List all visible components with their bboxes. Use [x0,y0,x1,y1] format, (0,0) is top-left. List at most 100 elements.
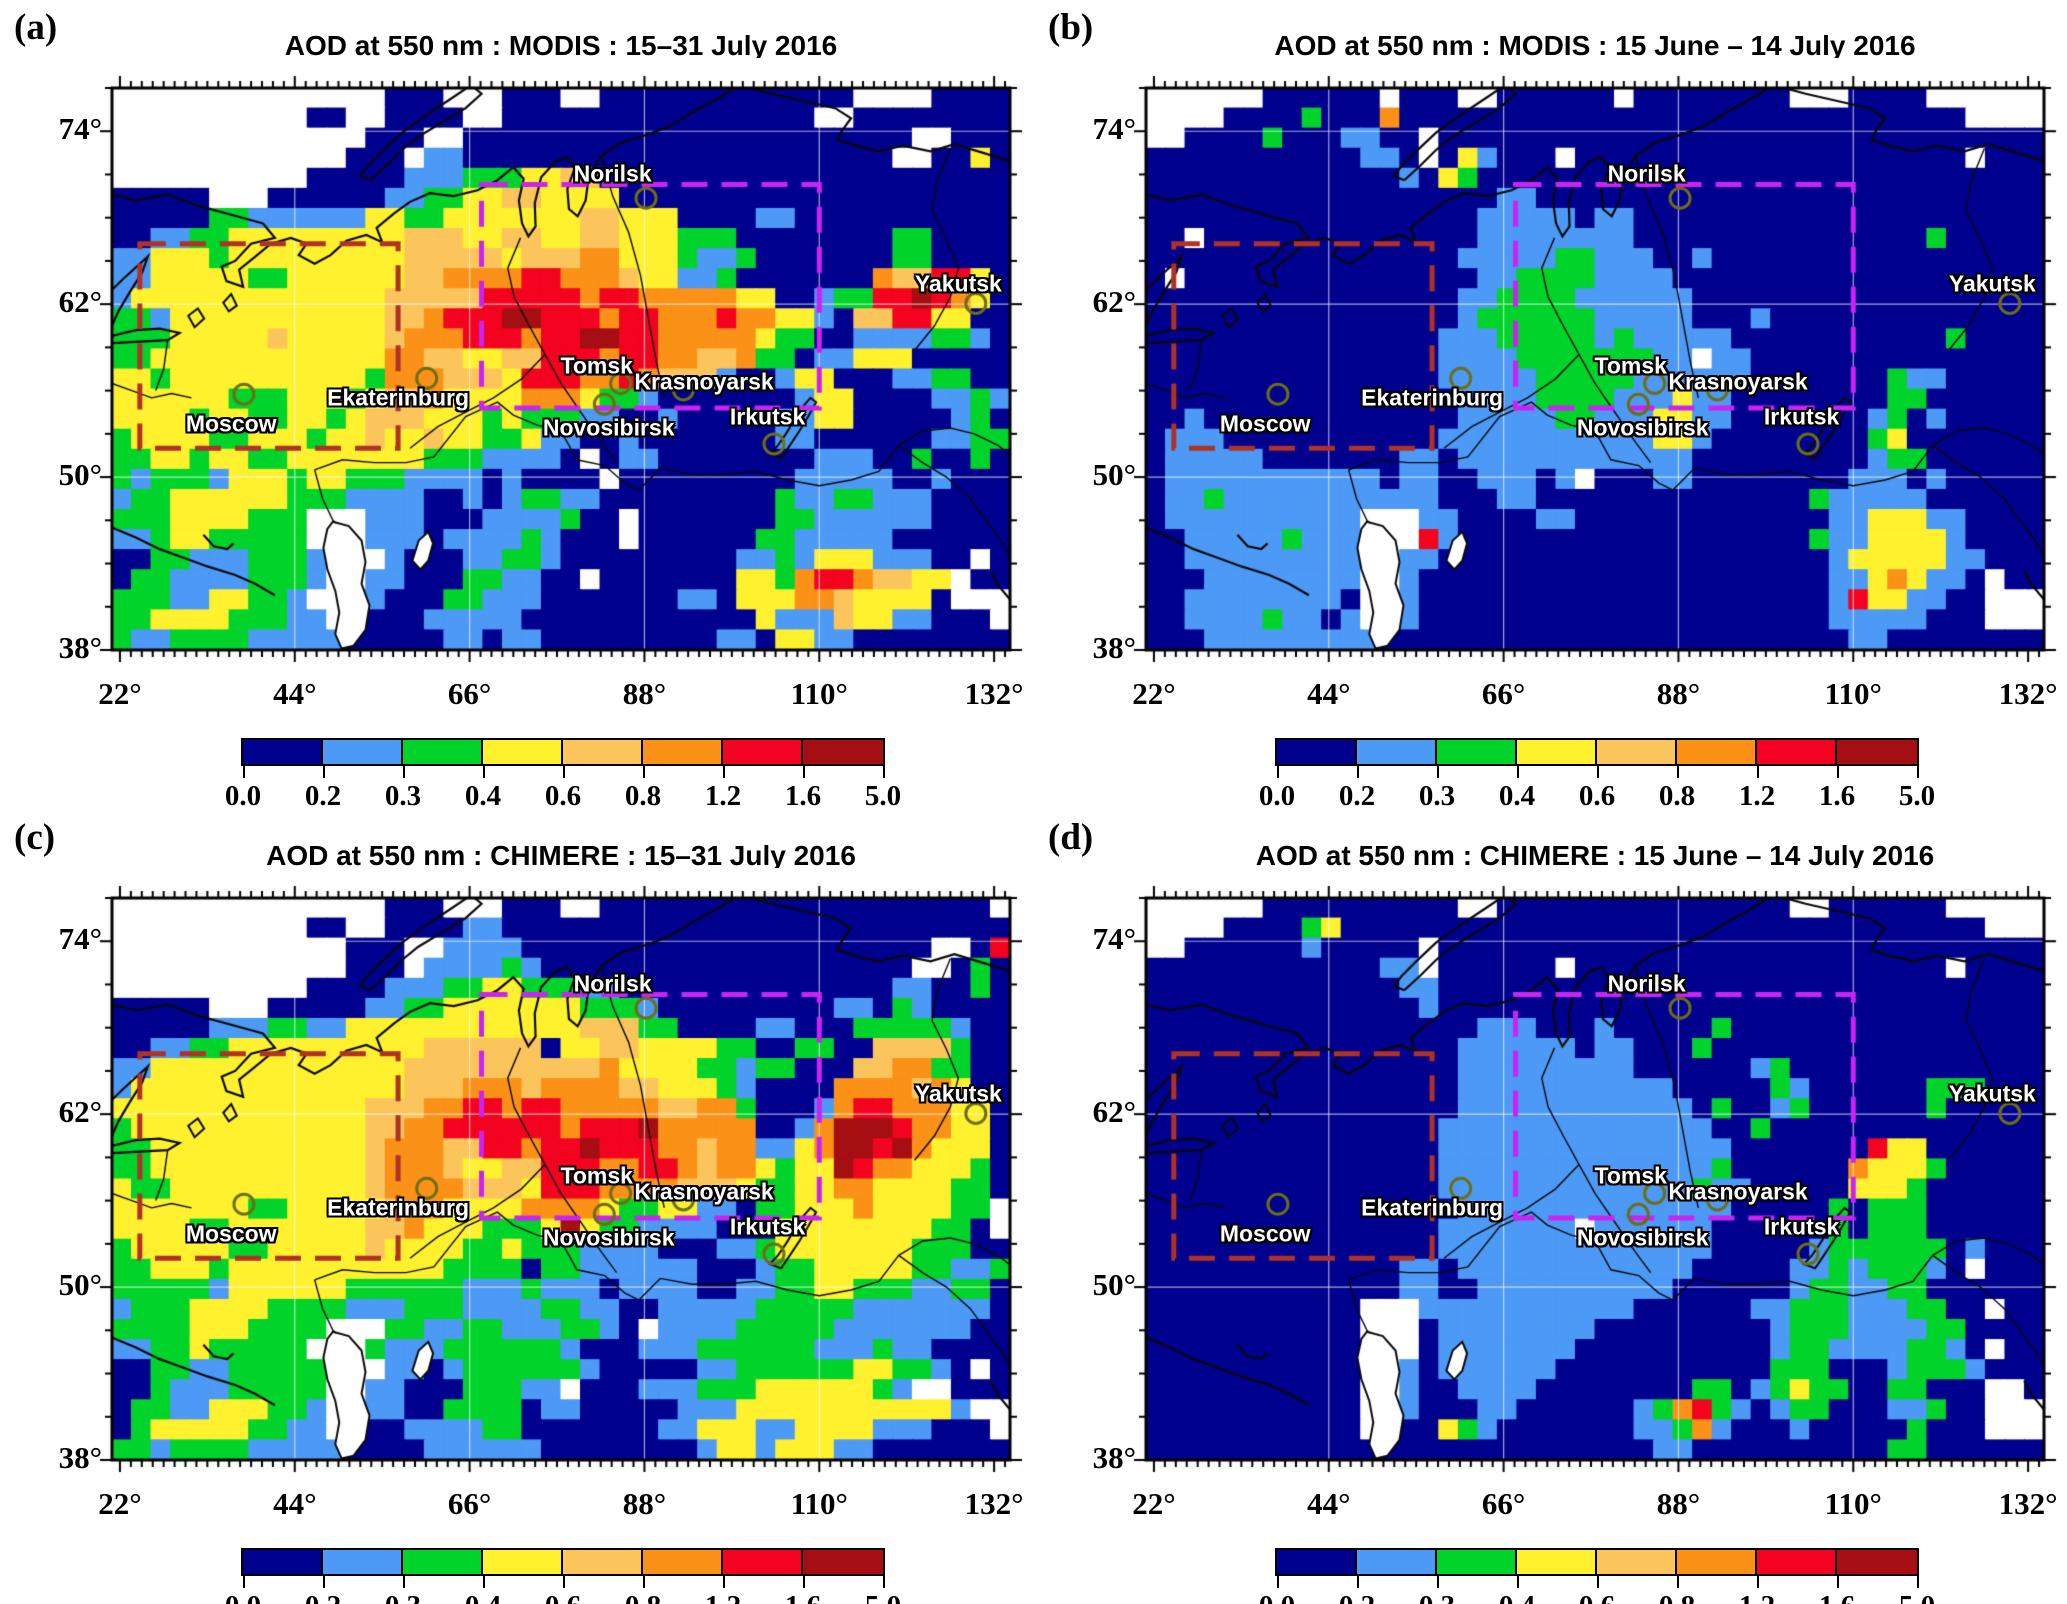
x-axis-tick-label: 110° [1824,676,1882,711]
colorbar-segment [1357,740,1437,764]
colorbar-label: 0.4 [448,1590,518,1604]
colorbar-tick [1757,1576,1759,1588]
x-axis-tick-label: 132° [1998,676,2058,711]
colorbar-label: 0.8 [1658,780,1696,812]
colorbar-segment [323,740,403,764]
colorbar-label: 1.2 [688,1590,758,1604]
colorbar-label: 0.8 [608,1590,678,1604]
colorbar-tick [1837,1576,1839,1588]
colorbar-label: 1.2 [1722,1590,1792,1604]
colorbar-tick [723,1576,725,1588]
colorbar-segment [243,1550,323,1574]
x-axis-tick-label: 44° [1307,676,1351,711]
panel-c: (c) AOD at 550 nm : CHIMERE : 15–31 July… [0,810,1040,1604]
panel-title-b: AOD at 550 nm : MODIS : 15 June – 14 Jul… [1274,30,1916,61]
colorbar-label: 0.2 [1322,1590,1392,1604]
colorbar-segment [1837,1550,1917,1574]
panel-letter-c: (c) [14,817,56,858]
colorbar-label: 1.6 [784,780,822,812]
colorbar-segment [643,740,723,764]
colorbar-label: 0.6 [544,780,582,812]
map-canvas-b [1116,58,2067,680]
panel-title-a: AOD at 550 nm : MODIS : 15–31 July 2016 [284,30,838,61]
colorbar-tick [1837,766,1839,778]
colorbar-label: 1.6 [1818,780,1856,812]
colorbar-tick [1677,766,1679,778]
colorbar-tick [403,1576,405,1588]
map-canvas-d [1116,868,2067,1490]
x-axis-tick-label: 44° [273,676,317,711]
x-axis-tick-label: 44° [1307,1486,1351,1521]
colorbar-segment [1277,740,1357,764]
colorbar-tick [883,766,885,778]
colorbar-tick [1437,766,1439,778]
colorbar-label: 0.2 [1338,780,1376,812]
colorbar-label: 1.2 [704,780,742,812]
colorbar-label: 0.6 [528,1590,598,1604]
colorbar-tick [1357,766,1359,778]
colorbar-tick [1517,1576,1519,1588]
colorbar-tick [563,1576,565,1588]
colorbar-label: 1.6 [1802,1590,1872,1604]
colorbar-segment [1837,740,1917,764]
colorbar-tick [563,766,565,778]
colorbar-segment [723,740,803,764]
colorbar-segment [1437,1550,1517,1574]
colorbar-tick [1437,1576,1439,1588]
colorbar-label: 0.0 [224,780,262,812]
colorbar-tick [323,1576,325,1588]
colorbar-tick [1917,766,1919,778]
colorbar-segment [1677,740,1757,764]
colorbar-tick [1597,766,1599,778]
x-axis-tick-label: 44° [273,1486,317,1521]
colorbar [241,1548,885,1576]
colorbar-segment [243,740,323,764]
x-axis-tick-label: 132° [964,676,1024,711]
colorbar-segment [723,1550,803,1574]
colorbar-segment [1597,1550,1677,1574]
colorbar [1275,738,1919,766]
colorbar-segment [563,1550,643,1574]
colorbar-segment [643,1550,723,1574]
colorbar-segment [1757,1550,1837,1574]
colorbar-segment [1517,1550,1597,1574]
colorbar-tick [883,1576,885,1588]
x-axis-tick-label: 66° [1481,1486,1526,1521]
colorbar-label: 5.0 [1898,780,1936,812]
panel-letter-d: (d) [1048,817,1094,858]
colorbar-label: 5.0 [1882,1590,1952,1604]
colorbar-tick [1917,1576,1919,1588]
colorbar-segment [1357,1550,1437,1574]
colorbar-label: 0.2 [288,1590,358,1604]
x-axis-tick-label: 110° [790,676,848,711]
colorbar-label: 0.8 [624,780,662,812]
panel-title-c: AOD at 550 nm : CHIMERE : 15–31 July 201… [266,840,856,871]
colorbar-segment [563,740,643,764]
colorbar-tick [483,1576,485,1588]
colorbar-tick [243,1576,245,1588]
colorbar-tick [1277,1576,1279,1588]
colorbar-tick [803,1576,805,1588]
colorbar-label: 0.6 [1562,1590,1632,1604]
colorbar-tick [483,766,485,778]
colorbar-tick [243,766,245,778]
colorbar-segment [803,1550,883,1574]
map-canvas-a [82,58,1040,680]
x-axis-tick-label: 22° [1132,1486,1176,1521]
map-canvas-c [82,868,1040,1490]
x-axis-tick-label: 110° [1824,1486,1882,1521]
x-axis-tick-label: 88° [622,1486,667,1521]
colorbar-tick [1757,766,1759,778]
colorbar [241,738,885,766]
colorbar-segment [403,1550,483,1574]
colorbar-tick [1597,1576,1599,1588]
colorbar-label: 1.6 [768,1590,838,1604]
colorbar-segment [483,1550,563,1574]
panel-d: (d) AOD at 550 nm : CHIMERE : 15 June – … [1034,810,2067,1604]
colorbar-tick [1677,1576,1679,1588]
colorbar-label: 1.2 [1738,780,1776,812]
colorbar-segment [323,1550,403,1574]
colorbar-segment [483,740,563,764]
colorbar-tick [643,1576,645,1588]
